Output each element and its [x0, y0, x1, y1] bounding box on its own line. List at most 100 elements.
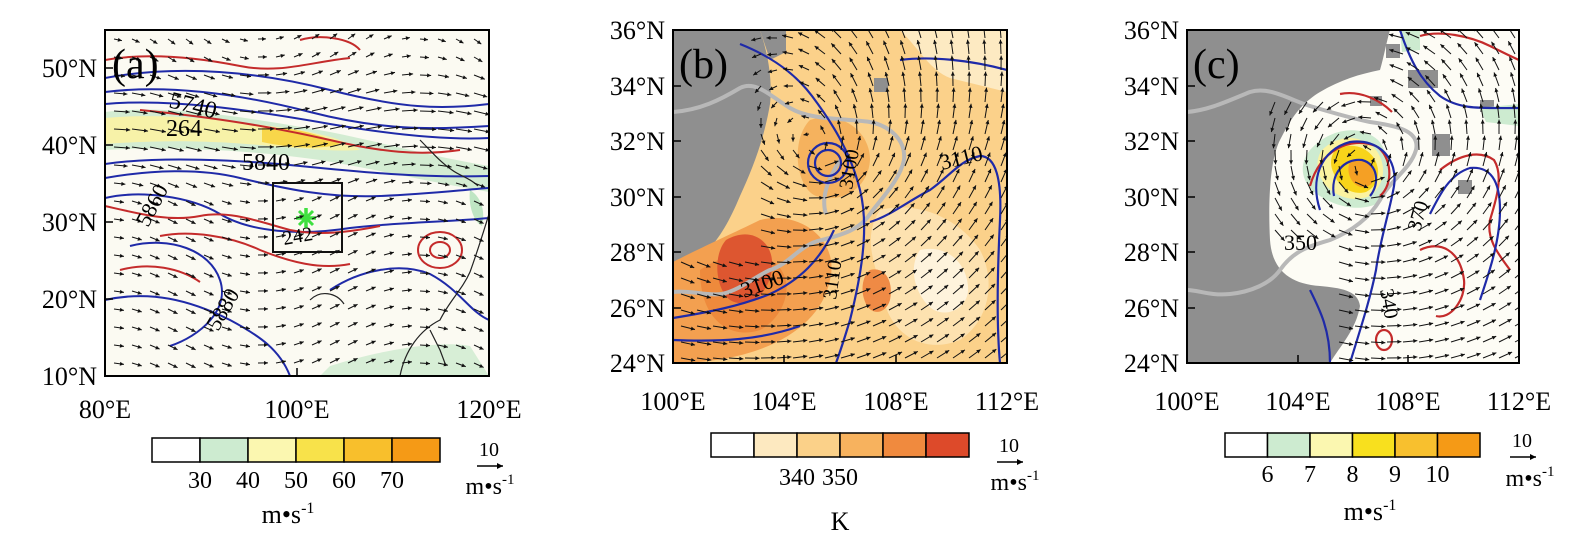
wind-vector-head [299, 287, 304, 291]
wind-vector-head [1413, 355, 1418, 360]
wind-vector-head [393, 161, 398, 166]
wind-vector-head [771, 324, 776, 329]
wind-vector-head [968, 103, 973, 109]
wind-vector-head [881, 287, 886, 292]
wind-vector-head [1443, 272, 1449, 276]
wind-vector-head [1348, 342, 1354, 346]
wind-vector-head [174, 184, 180, 188]
wind-vector-head [314, 34, 320, 38]
wind-vector-head [298, 53, 303, 57]
wind-vector-head [335, 340, 340, 344]
wind-vector-head [820, 125, 825, 131]
wind-vector-head [903, 103, 908, 108]
wind-vector-head [1397, 291, 1402, 296]
wind-vector-head [335, 196, 340, 200]
wind-vector-head [118, 55, 123, 60]
wind-vector-head [335, 304, 340, 308]
wind-vector-head [318, 178, 324, 183]
wind-vector-head [1284, 110, 1289, 115]
wind-vector-head [1397, 323, 1402, 328]
wind-vector-head [191, 202, 196, 206]
wind-vector-head [1314, 125, 1319, 130]
wind-vector-head [445, 182, 450, 187]
wind-vector-head [1490, 286, 1496, 291]
vector-key-unit: m•s-1 [466, 472, 515, 500]
wind-vector-head [1330, 233, 1336, 238]
wind-vector-head [878, 187, 884, 192]
wind-vector-head [467, 147, 472, 152]
wind-vector-head [755, 88, 760, 93]
wind-vectors-a [113, 33, 489, 369]
colorbar-tick-label: 7 [1304, 462, 1316, 488]
wind-vector-head [818, 322, 824, 327]
wind-vector-head [137, 272, 142, 277]
wind-vector-head [227, 345, 232, 349]
wind-vector-head [209, 309, 214, 314]
wind-vector-head [787, 307, 792, 312]
wind-vector-head [866, 320, 871, 325]
wind-vector-head [461, 327, 466, 332]
wind-vector-head [1506, 269, 1511, 274]
wind-vector-head [353, 322, 358, 326]
colorbar-swatch [343, 437, 393, 463]
wind-vector-head [1510, 72, 1514, 77]
wind-vector-head [850, 240, 855, 245]
wind-vector-head [1493, 72, 1498, 77]
wind-vector-head [1406, 62, 1412, 67]
wind-vector-head [723, 341, 728, 346]
wind-vector-head [209, 237, 214, 242]
wind-vector-head [479, 309, 484, 314]
wind-vector-head [231, 164, 236, 169]
wind-vector-head [135, 38, 140, 43]
wind-vector-head [1428, 289, 1433, 294]
wind-vector-head [1339, 175, 1344, 181]
wind-vector-head [155, 309, 160, 314]
wind-vector-head [738, 262, 743, 267]
wind-vector-head [818, 338, 824, 343]
wind-vector-head [188, 40, 194, 45]
wind-vector-head [1289, 160, 1294, 165]
wind-vector-head [819, 211, 824, 216]
wind-vector-head [137, 218, 142, 223]
wind-vector-head [288, 126, 293, 131]
wind-vector-head [1457, 43, 1462, 48]
wind-vector-head [798, 48, 803, 53]
wind-vector-head [409, 180, 414, 185]
wind-vector-head [1328, 204, 1333, 209]
wind-vector-head [425, 253, 430, 258]
wind-vector-head [155, 291, 160, 296]
wind-vector-head [158, 93, 164, 98]
wind-vector-head [191, 346, 196, 350]
wind-vector-head [769, 200, 775, 205]
wind-vector-head [1381, 292, 1386, 297]
wind-vector-head [388, 53, 393, 58]
wind-vector-head [335, 232, 340, 236]
wind-vector-head [170, 40, 176, 45]
wind-vector-head [917, 55, 922, 61]
wind-vector-head [899, 40, 904, 45]
wind-vector-head [1396, 208, 1401, 213]
wind-vector-head [209, 273, 214, 278]
blue-contours [105, 69, 489, 376]
wind-vector-head [137, 290, 142, 295]
wind-vector-head [137, 344, 142, 349]
wind-vector-head [156, 183, 162, 188]
wind-vector-head [834, 257, 839, 262]
wind-vector-head [1412, 273, 1418, 278]
wind-vector [901, 30, 906, 39]
wind-vector-head [1428, 322, 1434, 326]
wind-vector-head [1439, 186, 1444, 192]
wind-vector-head [949, 24, 953, 28]
wind-vector-head [1409, 91, 1414, 96]
wind-vector-head [251, 146, 256, 150]
wind-vector-head [897, 335, 902, 340]
wind-vector-head [1333, 159, 1338, 164]
wind-vector-head [336, 178, 342, 182]
wind-vector-head [406, 54, 411, 59]
wind-vector-head [443, 290, 448, 295]
wind-vector-head [754, 262, 760, 267]
wind-vector-head [944, 334, 950, 338]
wind-vector-head [818, 290, 824, 295]
wind-vector-head [1300, 126, 1305, 131]
wind-vector-head [443, 254, 448, 259]
